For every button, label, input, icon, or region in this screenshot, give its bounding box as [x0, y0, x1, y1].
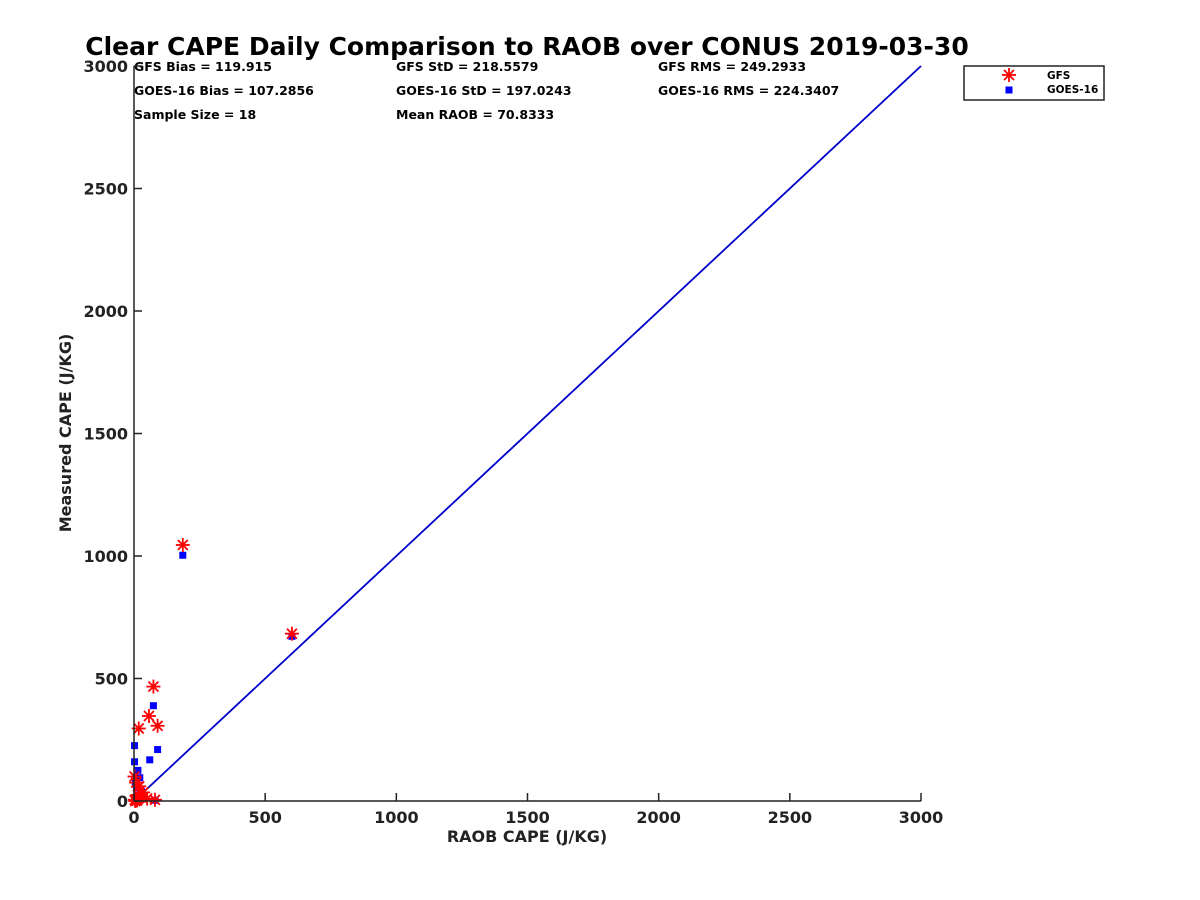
- gfs-point: [284, 626, 299, 641]
- x-tick-label: 0: [128, 808, 139, 827]
- goes16-point: [149, 702, 157, 710]
- legend-gfs-asterisk-icon: [1002, 68, 1016, 82]
- y-axis-label: Measured CAPE (J/KG): [56, 334, 75, 533]
- y-tick-label: 2500: [83, 180, 128, 199]
- legend: GFS GOES-16: [963, 65, 1105, 101]
- legend-goes16-marker-shape: [1005, 86, 1013, 94]
- y-tick-label: 1000: [83, 547, 128, 566]
- x-tick-label: 2000: [636, 808, 681, 827]
- stat-text: GFS RMS = 249.2933: [658, 59, 806, 74]
- x-tick-label: 500: [248, 808, 281, 827]
- reference-line-layer: [133, 65, 922, 802]
- stat-text: Sample Size = 18: [134, 107, 256, 122]
- stat-text: GOES-16 Bias = 107.2856: [134, 83, 314, 98]
- x-axis-label: RAOB CAPE (J/KG): [447, 827, 607, 846]
- stat-text: Mean RAOB = 70.8333: [396, 107, 554, 122]
- gfs-point: [175, 537, 190, 552]
- gfs-point: [147, 792, 162, 807]
- stat-text: GOES-16 RMS = 224.3407: [658, 83, 839, 98]
- x-tick-label: 1500: [505, 808, 550, 827]
- legend-label-gfs: GFS: [1047, 70, 1070, 82]
- gfs-point: [150, 718, 165, 733]
- legend-goes-square-icon: [1005, 86, 1013, 94]
- stats-block: GFS Bias = 119.915 GFS StD = 218.5579 GFS …: [134, 59, 839, 122]
- goes16-point: [154, 746, 162, 754]
- y-tick-label: 2000: [83, 302, 128, 321]
- y-tick-label: 1500: [83, 425, 128, 444]
- stat-text: GOES-16 StD = 197.0243: [396, 83, 572, 98]
- gfs-point: [141, 708, 156, 723]
- legend-label-goes16: GOES-16: [1047, 84, 1098, 96]
- gfs-point: [146, 679, 161, 694]
- x-ticks: 0 500 1000 1500 2000 2500 3000: [128, 793, 943, 827]
- goes16-point: [146, 756, 154, 764]
- one-to-one-line: [133, 65, 922, 802]
- points-layer: [127, 537, 299, 808]
- chart-title: Clear CAPE Daily Comparison to RAOB over…: [85, 32, 968, 61]
- y-tick-label: 0: [117, 792, 128, 811]
- goes16-point: [179, 551, 187, 559]
- legend-box: [963, 65, 1105, 101]
- x-tick-label: 1000: [374, 808, 419, 827]
- y-tick-label: 500: [95, 670, 128, 689]
- stat-text: GFS Bias = 119.915: [134, 59, 272, 74]
- goes16-point: [134, 766, 142, 774]
- x-tick-label: 3000: [899, 808, 944, 827]
- legend-gfs-marker-shape: [1002, 68, 1016, 82]
- stat-text: GFS StD = 218.5579: [396, 59, 538, 74]
- x-tick-label: 2500: [768, 808, 813, 827]
- gfs-point: [140, 791, 155, 806]
- y-tick-label: 3000: [83, 57, 128, 76]
- y-ticks: 0 500 1000 1500 2000 2500 3000: [83, 57, 142, 811]
